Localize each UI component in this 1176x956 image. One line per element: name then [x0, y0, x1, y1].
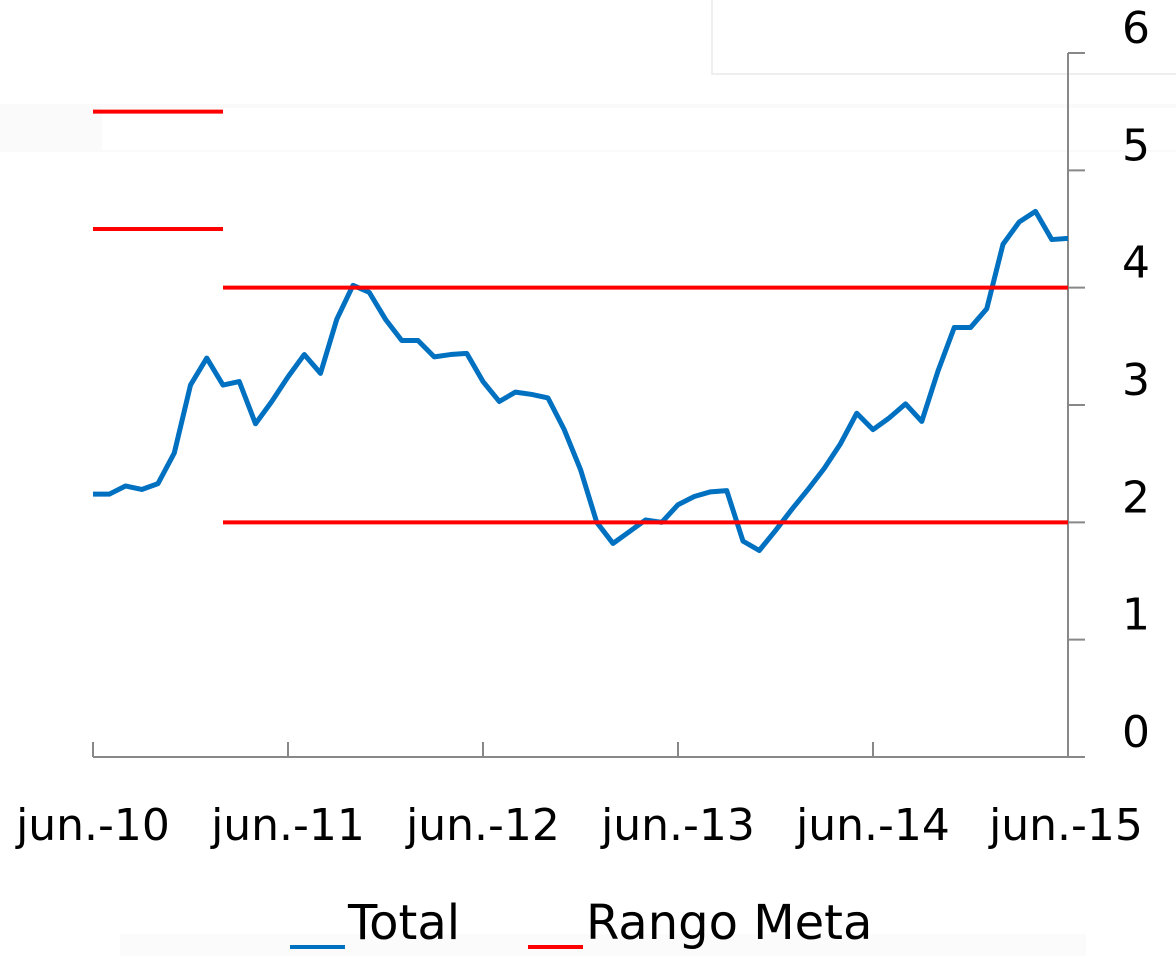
data-line [93, 208, 1069, 553]
y-tick-label: 4 [1122, 238, 1150, 289]
x-tick-label: jun.-13 [600, 800, 755, 851]
legend-label: Total [347, 895, 460, 951]
background-panel [711, 0, 1176, 75]
y-tick-label: 3 [1122, 355, 1150, 406]
x-tick-label: jun.-10 [15, 800, 170, 851]
background-band [102, 108, 1176, 150]
x-tick-label: jun.-15 [988, 800, 1143, 851]
y-tick-label: 0 [1122, 707, 1150, 758]
x-tick-label: jun.-11 [210, 800, 365, 851]
y-tick-label: 5 [1122, 120, 1150, 171]
legend-label: Rango Meta [586, 895, 872, 951]
y-tick-label: 1 [1122, 590, 1150, 641]
y-tick-label: 6 [1122, 3, 1150, 54]
x-tick-label: jun.-12 [405, 800, 560, 851]
x-tick-label: jun.-14 [795, 800, 950, 851]
y-tick-label: 2 [1122, 472, 1150, 523]
legend-background [120, 934, 1086, 956]
